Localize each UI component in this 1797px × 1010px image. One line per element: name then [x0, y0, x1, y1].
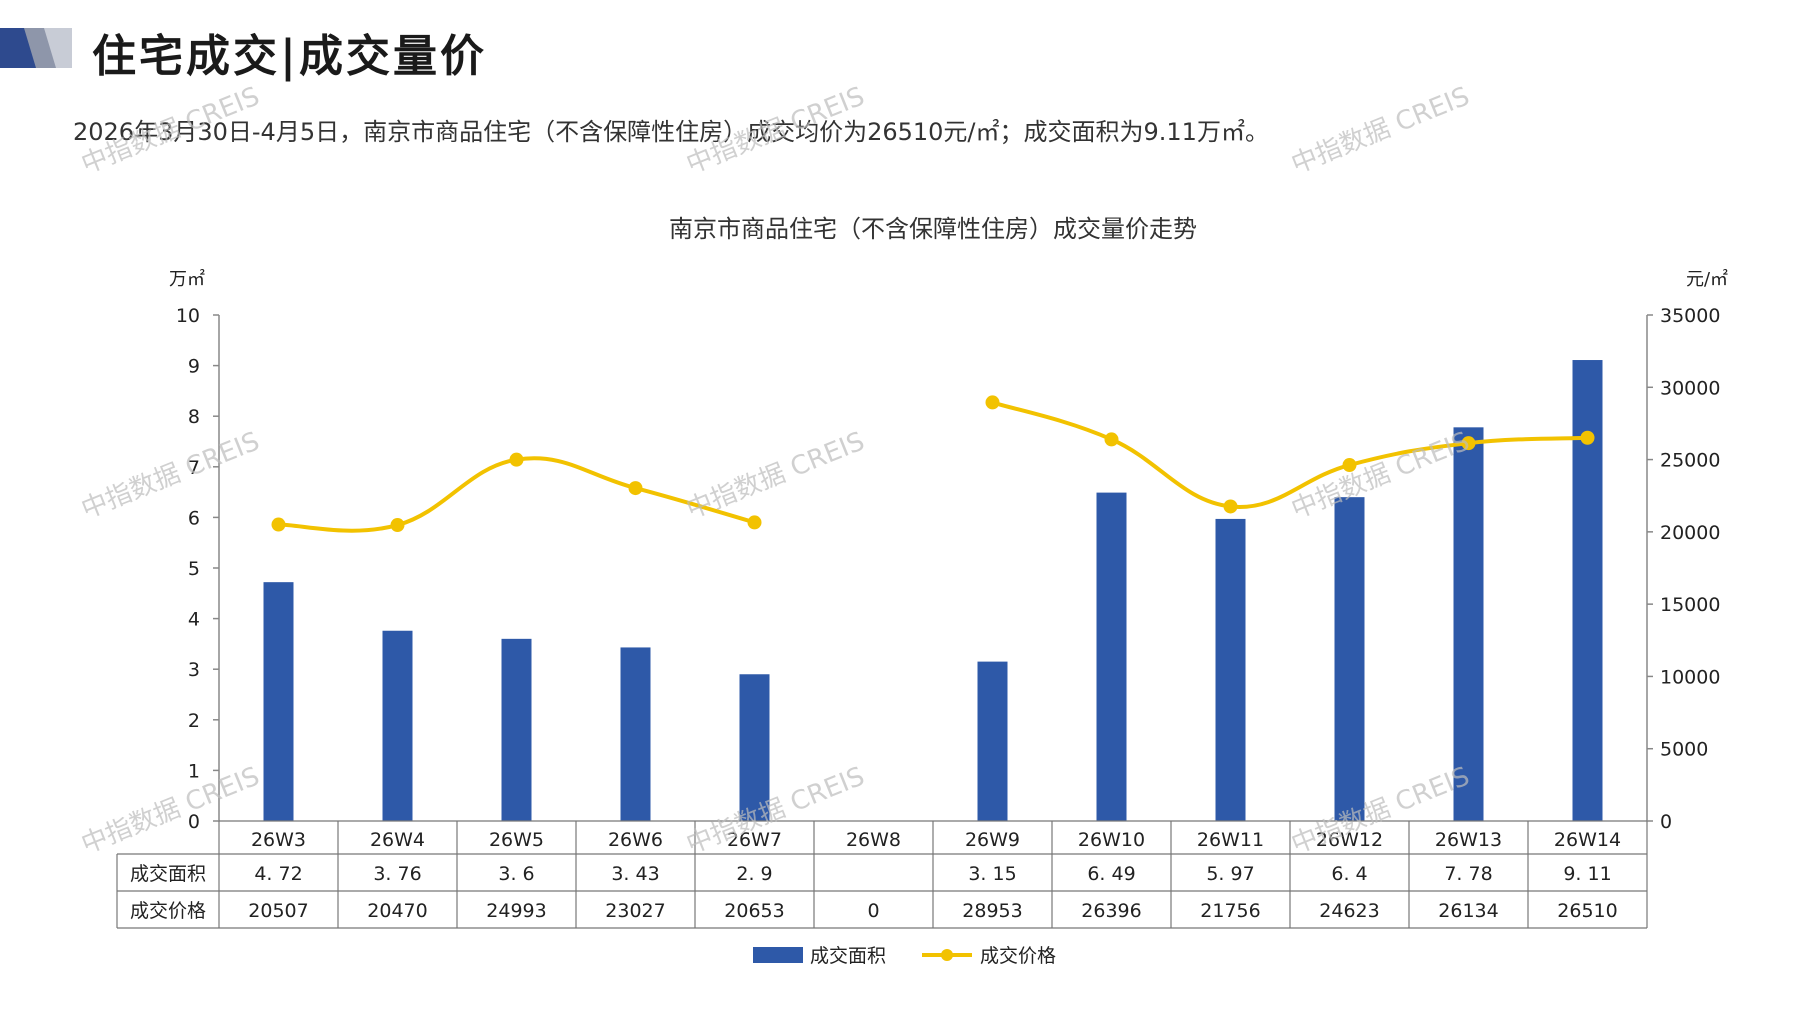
- table-cell: 3. 76: [373, 863, 421, 885]
- page-title: 住宅成交|成交量价: [92, 31, 488, 82]
- price-point-26W5: [509, 452, 524, 467]
- y-tick-label: 9: [188, 356, 200, 378]
- bar-26W12: [1334, 497, 1365, 821]
- legend-swatch-bar: [753, 947, 803, 963]
- bar-26W4: [382, 630, 413, 821]
- y2-tick-label: 20000: [1660, 522, 1720, 544]
- summary-text: 2026年3月30日-4月5日，南京市商品住宅（不含保障性住房）成交均价为265…: [73, 118, 1269, 146]
- table-cell: 21756: [1200, 900, 1260, 922]
- y-tick-label: 2: [188, 710, 200, 732]
- y-tick-label: 7: [188, 457, 200, 479]
- table-cell: 26396: [1081, 900, 1141, 922]
- legend-label-bar: 成交面积: [810, 945, 886, 967]
- category-label: 26W6: [608, 829, 663, 851]
- price-point-26W13: [1461, 436, 1476, 451]
- legend-label-line: 成交价格: [980, 945, 1056, 967]
- y-tick-label: 5: [188, 558, 200, 580]
- price-point-26W4: [390, 518, 405, 533]
- category-label: 26W4: [370, 829, 425, 851]
- table-cell: 6. 49: [1087, 863, 1135, 885]
- category-label: 26W8: [846, 829, 901, 851]
- table-cell: 28953: [962, 900, 1022, 922]
- y2-tick-label: 15000: [1660, 594, 1720, 616]
- bar-26W14: [1572, 360, 1603, 821]
- category-label: 26W9: [965, 829, 1020, 851]
- table-cell: 7. 78: [1444, 863, 1492, 885]
- y2-tick-label: 10000: [1660, 666, 1720, 688]
- category-label: 26W14: [1554, 829, 1621, 851]
- table-cell: 20507: [248, 900, 308, 922]
- bar-26W5: [501, 638, 532, 821]
- bar-26W7: [739, 674, 770, 821]
- category-label: 26W10: [1078, 829, 1145, 851]
- table-cell: 2. 9: [736, 863, 772, 885]
- price-line-segment: [991, 400, 1588, 509]
- category-label: 26W12: [1316, 829, 1383, 851]
- table-cell: 4. 72: [254, 863, 302, 885]
- chart-title: 南京市商品住宅（不含保障性住房）成交量价走势: [669, 215, 1197, 243]
- y2-tick-label: 35000: [1660, 305, 1720, 327]
- y2-tick-label: 0: [1660, 811, 1672, 833]
- price-point-26W9: [985, 395, 1000, 410]
- y-tick-label: 4: [188, 609, 200, 631]
- table-cell: 24993: [486, 900, 546, 922]
- table-cell: 20470: [367, 900, 427, 922]
- bar-26W6: [620, 647, 651, 821]
- bar-26W10: [1096, 492, 1127, 821]
- price-line-segment: [278, 456, 756, 533]
- table-cell: 26134: [1438, 900, 1498, 922]
- price-point-26W11: [1223, 499, 1238, 514]
- table-cell: 3. 43: [611, 863, 659, 885]
- table-cell: 26510: [1557, 900, 1617, 922]
- table-cell: 3. 15: [968, 863, 1016, 885]
- category-label: 26W11: [1197, 829, 1264, 851]
- y-tick-label: 6: [188, 507, 200, 529]
- y2-tick-label: 25000: [1660, 450, 1720, 472]
- price-point-26W6: [628, 481, 643, 496]
- category-label: 26W7: [727, 829, 782, 851]
- y-tick-label: 8: [188, 406, 200, 428]
- price-point-26W12: [1342, 458, 1357, 473]
- price-point-26W7: [747, 515, 762, 530]
- table-row-header: 成交价格: [130, 900, 206, 922]
- y-tick-label: 3: [188, 659, 200, 681]
- y2-tick-label: 30000: [1660, 377, 1720, 399]
- table-cell: 0: [867, 900, 879, 922]
- table-cell: 3. 6: [498, 863, 534, 885]
- y2-tick-label: 5000: [1660, 739, 1708, 761]
- bar-26W9: [977, 661, 1008, 821]
- bar-26W11: [1215, 518, 1246, 821]
- logo-icon: [0, 28, 72, 68]
- legend-swatch-point: [941, 949, 953, 961]
- table-cell: 24623: [1319, 900, 1379, 922]
- y-tick-label: 0: [188, 811, 200, 833]
- y2-axis-label: 元/㎡: [1686, 268, 1728, 290]
- price-point-26W3: [271, 517, 286, 532]
- category-label: 26W5: [489, 829, 544, 851]
- table-cell: 6. 4: [1331, 863, 1367, 885]
- bar-26W13: [1453, 427, 1484, 821]
- price-point-26W14: [1580, 430, 1595, 445]
- table-cell: 5. 97: [1206, 863, 1254, 885]
- category-label: 26W13: [1435, 829, 1502, 851]
- table-cell: 23027: [605, 900, 665, 922]
- y-tick-label: 10: [176, 305, 200, 327]
- y-axis-label: 万㎡: [169, 268, 205, 290]
- table-row-header: 成交面积: [130, 863, 206, 885]
- bar-26W3: [263, 582, 294, 821]
- price-point-26W10: [1104, 432, 1119, 447]
- table-cell: 20653: [724, 900, 784, 922]
- category-label: 26W3: [251, 829, 306, 851]
- table-cell: 9. 11: [1563, 863, 1611, 885]
- y-tick-label: 1: [188, 760, 200, 782]
